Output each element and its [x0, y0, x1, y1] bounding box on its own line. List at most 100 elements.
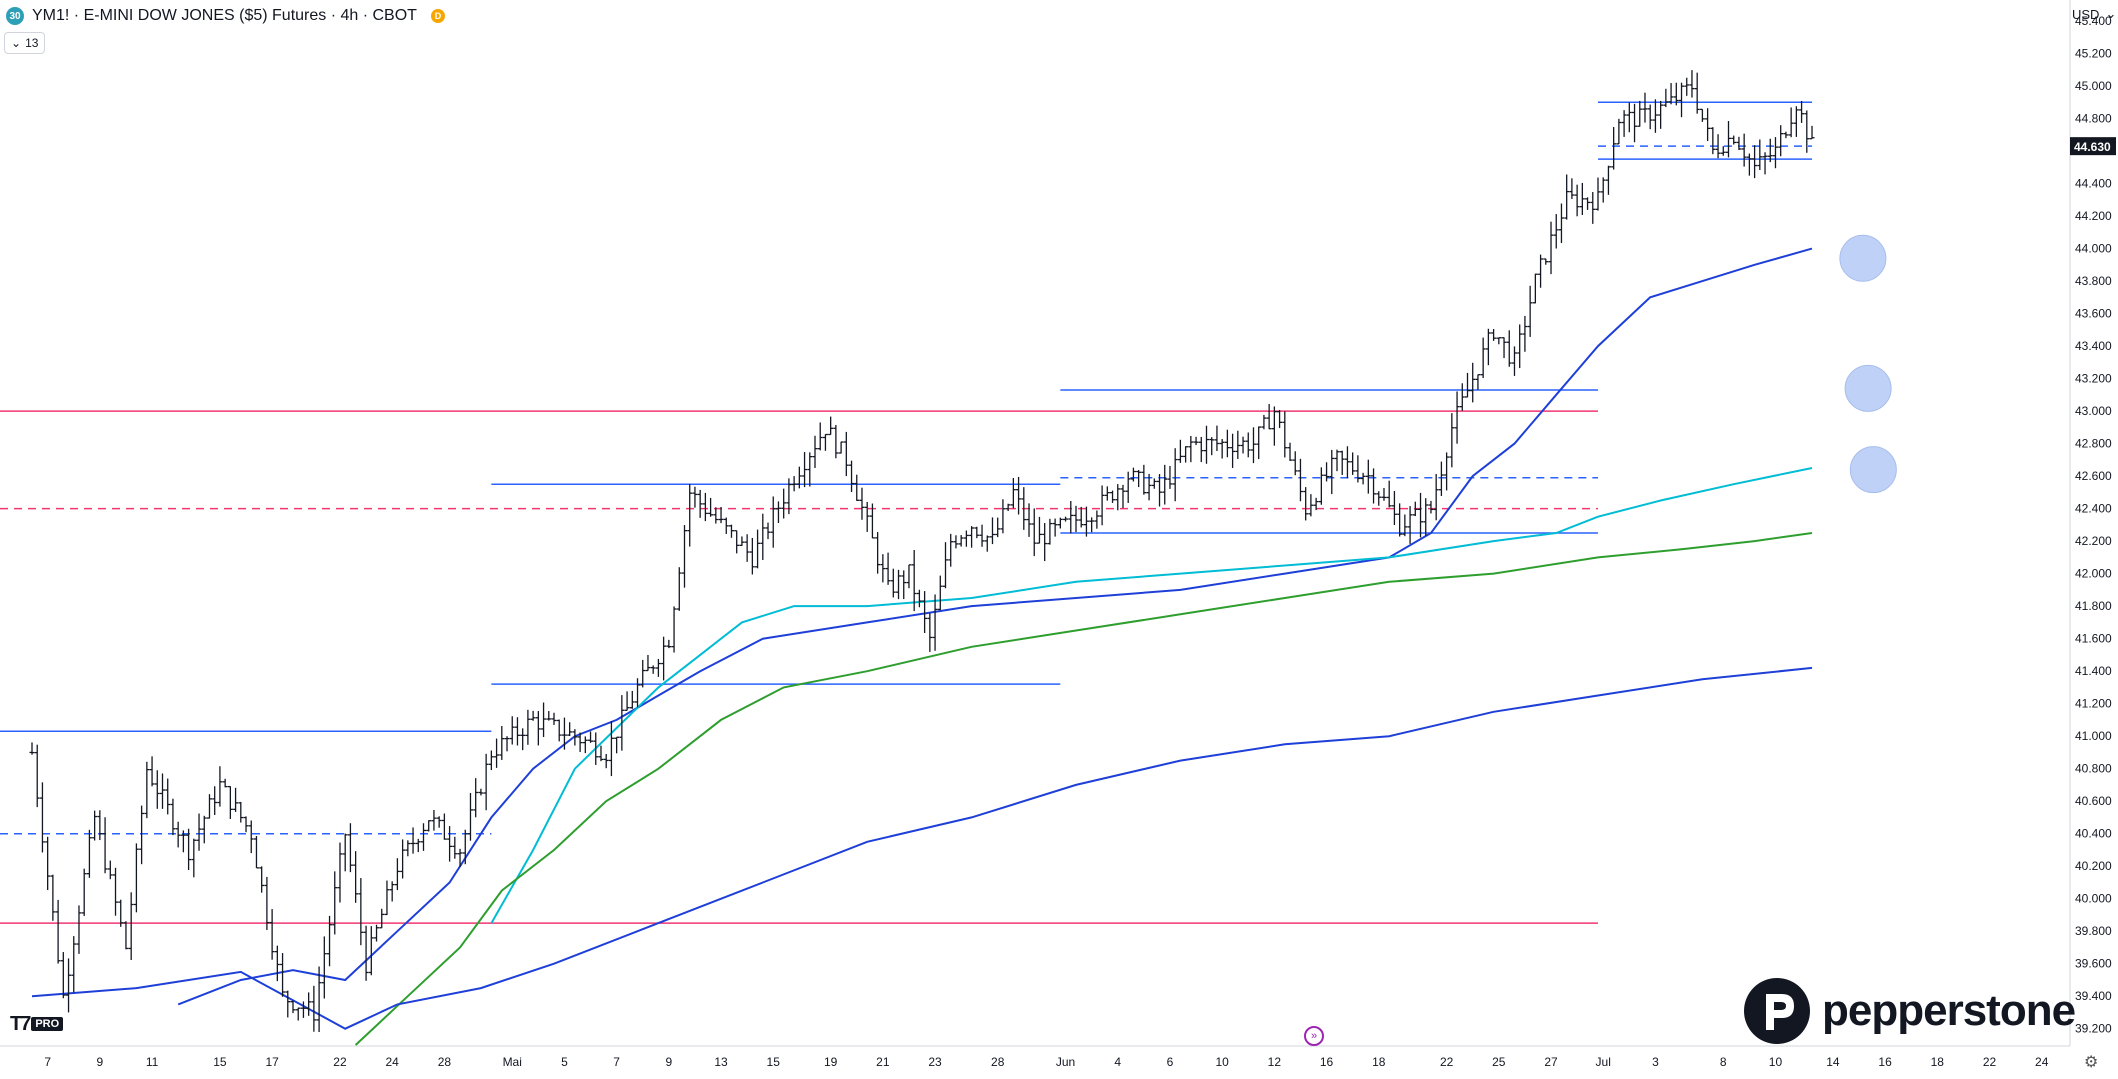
ohlc-bar [243, 816, 249, 833]
ohlc-bar [958, 535, 964, 547]
ohlc-bar [1694, 72, 1700, 114]
indicators-toggle-button[interactable]: ⌄ 13 [4, 32, 46, 54]
data-status-badge[interactable]: D [430, 9, 445, 23]
time-tick-label: 16 [1878, 1055, 1892, 1069]
symbol-badge[interactable]: 30 [6, 7, 24, 25]
ohlc-bar [588, 731, 594, 743]
time-tick-label: 9 [97, 1055, 104, 1069]
ohlc-bar [864, 501, 870, 532]
ohlc-bar [66, 958, 72, 1013]
currency-label: USD [2072, 6, 2100, 22]
ohlc-bar [196, 813, 202, 851]
ohlc-bar [1402, 514, 1408, 537]
ohlc-bar [614, 736, 620, 754]
ohlc-bar [1558, 203, 1564, 244]
ohlc-bar [541, 702, 547, 737]
ohlc-bar [749, 537, 755, 575]
ohlc-bar [1136, 470, 1142, 488]
ohlc-bar [1329, 449, 1335, 495]
ohlc-bar [718, 507, 724, 524]
ohlc-bar [295, 1007, 301, 1021]
ohlc-bar [655, 658, 661, 677]
tradingview-logo[interactable]: T7 PRO [10, 1013, 64, 1035]
ohlc-bar [1057, 517, 1063, 529]
ohlc-bar [744, 534, 750, 562]
ohlc-bar [1632, 103, 1638, 143]
ohlc-bar [723, 517, 729, 534]
ema-line-0 [177, 247, 1813, 1006]
ohlc-bar [650, 665, 656, 674]
ohlc-bar [1026, 503, 1032, 537]
ohlc-bar [1679, 82, 1685, 118]
ohlc-bar [1324, 462, 1330, 482]
ohlc-bar [1099, 485, 1105, 526]
ohlc-bar [233, 787, 239, 812]
ohlc-bar [483, 753, 489, 811]
ohlc-bar [1224, 429, 1230, 458]
ohlc-bar [368, 926, 374, 976]
price-tick-label: 40.800 [2075, 762, 2112, 776]
ohlc-bar [1313, 497, 1319, 511]
ohlc-bar [1355, 455, 1361, 483]
go-to-realtime-icon[interactable]: » [1304, 1026, 1324, 1046]
chart-header: 30 YM1! · E-MINI DOW JONES ($5) Futures … [6, 4, 445, 28]
ohlc-bar [1052, 518, 1058, 537]
price-tick-label: 43.200 [2075, 372, 2112, 386]
indicator-count: 13 [25, 36, 39, 50]
ohlc-bar [1198, 436, 1204, 463]
ohlc-bar [1287, 442, 1293, 461]
ohlc-bar [661, 636, 667, 681]
ohlc-bar [353, 851, 359, 903]
price-tick-label: 40.200 [2075, 859, 2112, 873]
price-tick-label: 39.800 [2075, 924, 2112, 938]
price-tick-label: 41.000 [2075, 729, 2112, 743]
price-tick-label: 40.400 [2075, 827, 2112, 841]
ohlc-bar [86, 829, 92, 878]
ohlc-bar [755, 529, 761, 569]
ohlc-bar [436, 816, 442, 828]
ohlc-bar [1308, 494, 1314, 517]
ohlc-bar [191, 838, 197, 878]
ohlc-bar [441, 813, 447, 840]
ohlc-bar [843, 431, 849, 477]
ohlc-bar [274, 945, 280, 982]
ohlc-bar [901, 570, 907, 600]
ohlc-bar [572, 729, 578, 746]
ohlc-bar [467, 792, 473, 841]
ohlc-bar [1485, 328, 1491, 366]
ohlc-bar [760, 513, 766, 560]
ohlc-bar [520, 728, 526, 751]
ohlc-bar [316, 966, 322, 1033]
ohlc-bar [1407, 506, 1413, 544]
ohlc-bar [593, 732, 599, 765]
ohlc-bar [1470, 362, 1476, 403]
ohlc-bar [974, 526, 980, 539]
ohlc-bar [786, 478, 792, 515]
time-tick-label: 11 [146, 1055, 159, 1069]
gear-icon[interactable]: ⚙ [2084, 1054, 2099, 1071]
currency-selector[interactable]: USD ⌄ [2072, 6, 2116, 22]
price-tick-label: 39.600 [2075, 957, 2112, 971]
ohlc-bar [1063, 516, 1069, 522]
chevron-down-icon: ⌄ [11, 36, 22, 50]
ohlc-bar [1277, 409, 1283, 429]
ohlc-bar [384, 880, 390, 916]
ohlc-bar [1177, 439, 1183, 463]
ohlc-bar [911, 550, 917, 612]
ohlc-bar [285, 990, 291, 1018]
ohlc-bar [206, 794, 212, 819]
ohlc-bar [514, 717, 520, 746]
ohlc-bar [640, 659, 646, 688]
ohlc-bar [1454, 391, 1460, 444]
time-tick-label: 15 [213, 1055, 227, 1069]
ohlc-bar [963, 530, 969, 547]
ohlc-bar [462, 829, 468, 865]
ohlc-bar [1605, 165, 1611, 195]
time-tick-label: 24 [386, 1055, 400, 1069]
ohlc-bar [1240, 436, 1246, 454]
ohlc-bar [1444, 452, 1450, 491]
current-price-tag [2070, 137, 2116, 156]
ohlc-bar [280, 953, 286, 997]
